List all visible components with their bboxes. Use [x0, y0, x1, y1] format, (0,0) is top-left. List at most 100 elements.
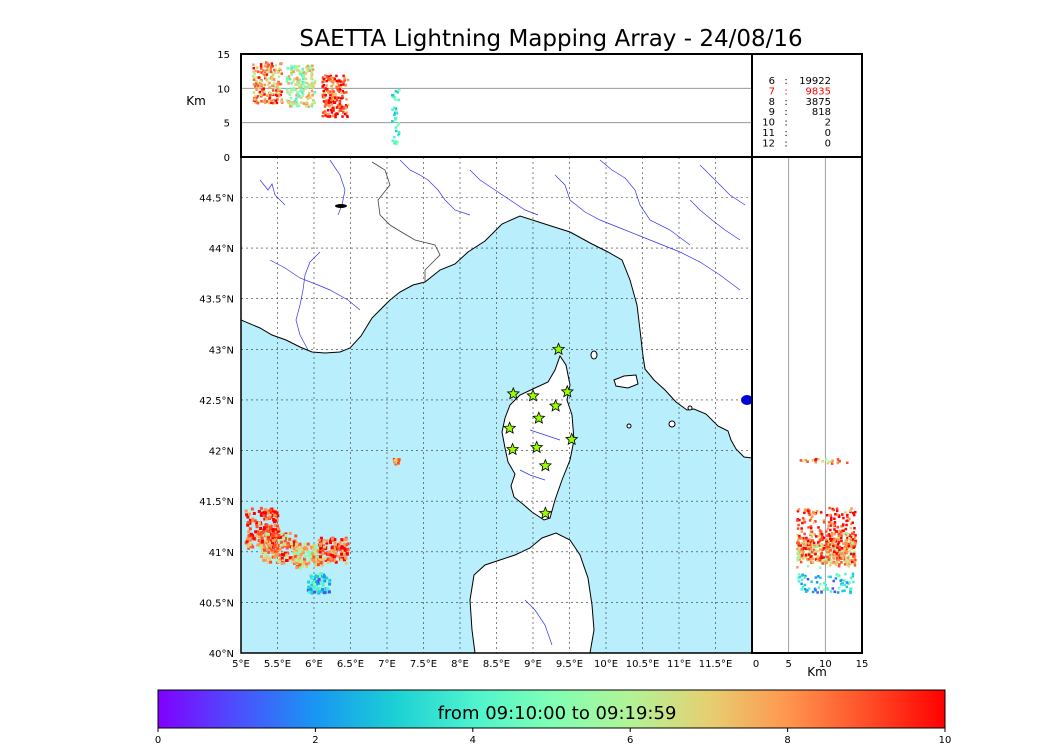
map-lightning-point [329, 553, 333, 557]
alt-lat-point [853, 561, 856, 565]
alt-lat-point [833, 528, 836, 531]
alt-lon-point [256, 66, 259, 69]
map-lightning-point [306, 588, 310, 592]
map-lightning-point [271, 513, 275, 517]
alt-lon-point [394, 126, 398, 129]
map-lightning-point [325, 539, 329, 543]
alt-lat-point [813, 587, 817, 591]
alt-lon-point [336, 86, 340, 90]
map-panel: 5°E 5.5°E 6°E 6.5°E 7°E 7.5°E 8°E 8.5°E 9°E 9.5°E… [199, 156, 753, 670]
alt-lon-point [330, 76, 333, 79]
station-count-colon: : [784, 76, 787, 87]
alt-lat-point [838, 552, 841, 555]
alt-lat-point [830, 534, 834, 537]
alt-lat-point [828, 534, 832, 538]
alt-lon-point [268, 91, 272, 94]
map-lightning-point [300, 559, 304, 563]
map-lightning-point [272, 545, 276, 549]
alt-lat-point [814, 576, 818, 579]
alt-lat-point [848, 549, 852, 553]
alt-lon-point [270, 84, 274, 88]
map-lightning-point [325, 576, 329, 580]
alt-lon-point [333, 98, 337, 101]
map-lightning-point [339, 558, 343, 562]
map-lightning-point [280, 561, 284, 565]
alt-lon-point [336, 87, 339, 91]
map-lightning-point [250, 507, 254, 511]
alt-lat-point [837, 550, 840, 554]
map-lightning-point [273, 543, 277, 547]
map-lightning-point [334, 544, 338, 548]
alt-lat-point [820, 534, 824, 537]
alt-lat-point [819, 530, 823, 533]
alt-lat-point [810, 531, 813, 534]
alt-lat-point [828, 564, 832, 567]
map-lightning-point [246, 515, 250, 519]
alt-lat-point [847, 533, 851, 537]
alt-lat-point [799, 560, 803, 564]
alt-lat-point [803, 510, 807, 513]
alt-lon-point [263, 98, 267, 102]
map-lightning-point [319, 536, 323, 540]
altitude-lon-y-ticks: 0 5 10 15 [217, 50, 230, 164]
alt-lat-point [810, 550, 814, 554]
alt-lon-point [335, 99, 338, 102]
alt-lon-point [324, 102, 327, 105]
alt-lon-point [397, 132, 401, 135]
map-lightning-point [342, 558, 346, 562]
elba-island [613, 374, 639, 389]
alt-lat-point [817, 586, 821, 589]
map-lightning-point [300, 545, 304, 549]
alt-lon-point [391, 120, 394, 123]
alt-lon-point [256, 76, 259, 79]
alt-lon-point [252, 66, 255, 70]
alt-lon-point [268, 86, 271, 89]
alt-lat-point [854, 558, 857, 562]
alt-lat-point [799, 459, 803, 462]
alt-lat-point [802, 557, 805, 560]
map-lightning-point [288, 556, 292, 560]
rivers [259, 159, 746, 646]
station-count-label: 6 [769, 76, 775, 87]
alt-lon-point [255, 88, 258, 92]
giglio-island [687, 405, 693, 411]
alt-lon-point [295, 66, 298, 70]
map-lightning-point [305, 565, 309, 569]
alt-lon-point [393, 141, 396, 145]
alt-lon-point [267, 71, 270, 74]
map-lightning-point [278, 543, 282, 547]
alt-lon-point [264, 76, 267, 80]
alt-lon-point [300, 74, 304, 78]
alt-lat-point [800, 547, 804, 551]
alt-lon-point [288, 101, 291, 104]
alt-lat-point [797, 523, 800, 527]
alt-lon-point [307, 84, 311, 87]
alt-lat-point [811, 560, 815, 564]
alt-lat-point [830, 531, 834, 535]
alt-lat-point [854, 534, 857, 537]
map-lightning-point [311, 552, 315, 556]
map-x-tick-label: 8°E [451, 659, 469, 670]
alt-lat-point [836, 546, 839, 549]
alt-lat-point [814, 458, 817, 462]
map-lightning-point [291, 557, 295, 561]
alt-lat-point [836, 525, 840, 529]
map-y-tick-label: 44°N [209, 244, 234, 255]
alt-lon-point [290, 65, 293, 68]
alt-lon-point [264, 101, 267, 104]
map-lightning-point [269, 560, 273, 564]
map-lightning-point [334, 560, 338, 564]
alt-lat-point [810, 515, 814, 518]
alt-lat-point [797, 508, 801, 511]
map-lightning-point [316, 544, 320, 548]
alt-lon-point [290, 102, 293, 105]
map-lightning-point [344, 538, 348, 542]
map-lightning-point [261, 548, 265, 552]
alt-lon-point [322, 77, 326, 81]
map-lightning-point [275, 552, 279, 556]
station-count-value: 0 [825, 128, 831, 139]
alt-lat-point [844, 560, 848, 564]
map-lightning-point [248, 543, 252, 547]
station-star-icon [538, 458, 553, 472]
alt-lat-point [834, 577, 838, 580]
